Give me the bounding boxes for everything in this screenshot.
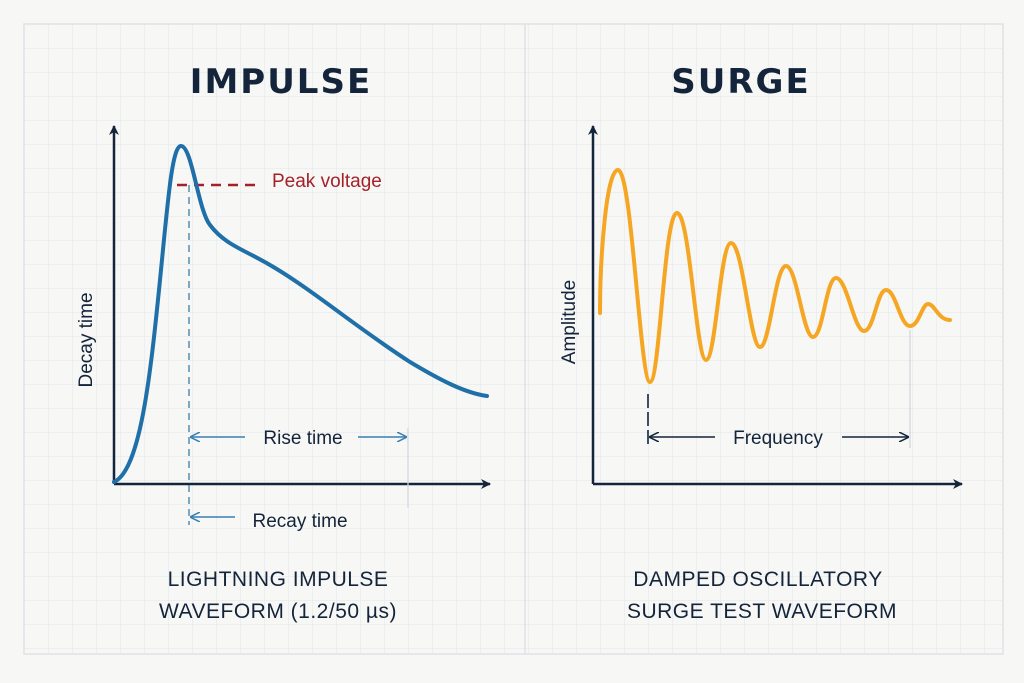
surge-caption-line2: SURGE TEST WAVEFORM: [627, 600, 897, 623]
impulse-y-label: Decay time: [76, 292, 97, 387]
surge-waveform: [598, 167, 952, 385]
surge-y-label: Amplitude: [559, 280, 580, 365]
peak-voltage-label: Peak voltage: [272, 171, 382, 192]
grid-background: [23, 23, 1004, 655]
recay-time-label: Recay time: [252, 511, 347, 532]
surge-panel: SURGE Amplitude Frequency DAMPED OSCILLA…: [559, 62, 963, 623]
impulse-title: IMPULSE: [190, 62, 372, 102]
rise-time-label: Rise time: [263, 428, 342, 449]
surge-caption-line1: DAMPED OSCILLATORY: [633, 568, 882, 591]
impulse-waveform: [112, 143, 489, 484]
impulse-caption-line1: LIGHTNING IMPULSE: [168, 568, 389, 591]
impulse-caption-line2: WAVEFORM (1.2/50 µs): [159, 600, 397, 623]
surge-title: SURGE: [671, 62, 810, 102]
impulse-panel: IMPULSE Decay time Peak voltage Rise tim…: [76, 62, 491, 623]
frequency-label: Frequency: [733, 428, 823, 449]
